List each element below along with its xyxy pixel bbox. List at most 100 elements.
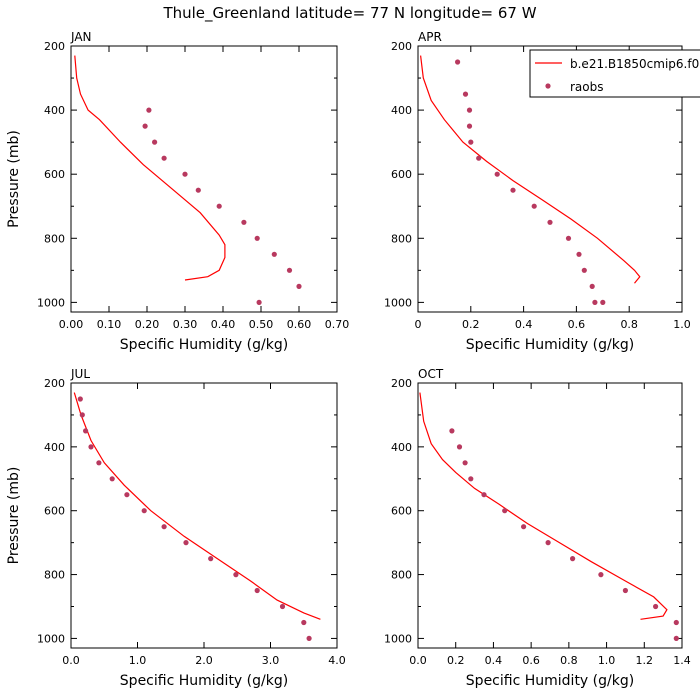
x-axis-label: Specific Humidity (g/kg): [120, 337, 288, 353]
x-tick-label: 0.00: [59, 318, 84, 331]
raobs-point: [208, 556, 214, 562]
raobs-point: [141, 508, 147, 514]
x-tick-label: 0: [415, 318, 422, 331]
x-tick-label: 0.6: [522, 654, 540, 667]
raobs-point: [600, 299, 606, 305]
y-tick-label: 400: [391, 441, 412, 454]
raobs-point: [109, 476, 115, 482]
raobs-point: [83, 428, 89, 434]
y-tick-label: 1000: [384, 632, 412, 645]
raobs-point: [254, 587, 260, 594]
raobs-point: [161, 155, 167, 161]
raobs-point: [468, 476, 474, 482]
raobs-point: [96, 460, 102, 466]
x-tick-label: 0.20: [135, 318, 160, 331]
x-tick-label: 1.0: [598, 654, 616, 667]
raobs-point: [142, 123, 148, 129]
x-tick-label: 0.2: [447, 654, 465, 667]
x-tick-label: 3.0: [262, 654, 280, 667]
y-tick-label: 800: [44, 569, 65, 582]
raobs-point: [301, 619, 307, 626]
raobs-point: [531, 203, 537, 209]
y-tick-label: 600: [44, 505, 65, 518]
raobs-point: [494, 171, 500, 177]
plot-frame: [417, 45, 683, 313]
x-tick-label: 0.0: [62, 654, 80, 667]
panel-apr: APR 0 0.2 0.4 0.6 0.8 1.0 200 400 600 800 1000 Speci…: [384, 30, 691, 353]
panel-label: JAN: [70, 30, 92, 44]
raobs-point: [521, 524, 527, 530]
raobs-point: [589, 283, 595, 289]
panel-label: OCT: [418, 367, 444, 381]
legend-model-label: b.e21.B1850cmip6.f09: [570, 57, 700, 71]
x-tick-label: 0.0: [409, 654, 427, 667]
y-tick-label: 800: [391, 569, 412, 582]
raobs-point: [79, 412, 85, 418]
raobs-point: [468, 139, 474, 145]
y-tick-label: 400: [391, 104, 412, 117]
raobs-point: [456, 444, 463, 450]
figure-title: Thule_Greenland latitude= 77 N longitude…: [162, 4, 536, 23]
raobs-point: [254, 235, 260, 241]
raobs-point: [592, 299, 598, 305]
raobs-point: [195, 187, 201, 193]
raobs-point: [565, 235, 572, 241]
raobs-point: [124, 492, 130, 498]
y-tick-label: 400: [44, 441, 65, 454]
raobs-point: [545, 540, 551, 546]
plot-frame: [70, 382, 338, 649]
x-tick-label: 0.6: [568, 318, 586, 331]
legend-obs-label: raobs: [570, 80, 604, 94]
y-tick-label: 200: [44, 377, 65, 390]
raobs-point: [88, 444, 94, 450]
raobs-point: [598, 572, 604, 578]
raobs-point: [576, 251, 582, 257]
model-line: [419, 392, 668, 620]
raobs-point: [279, 603, 286, 610]
raobs-point: [296, 283, 302, 289]
panel-oct: OCT 0.0 0.2 0.4 0.6 0.8 1.0 1.2 1.4 200 400 600 800 1…: [384, 367, 691, 689]
raobs-point: [286, 267, 293, 273]
plot-frame: [417, 382, 683, 649]
raobs-point: [306, 635, 312, 642]
raobs-point: [77, 396, 83, 402]
x-tick-label: 0.70: [325, 318, 350, 331]
raobs-point: [570, 556, 576, 562]
y-tick-label: 600: [44, 168, 65, 181]
legend-box: [529, 49, 700, 98]
panel-jan: JAN 0.00 0.10 0.20 0.30 0.40 0.50 0.60 0.70 200 40…: [6, 30, 349, 353]
x-tick-label: 0.8: [560, 654, 578, 667]
x-tick-label: 4.0: [328, 654, 346, 667]
x-tick-label: 0.60: [287, 318, 312, 331]
raobs-point: [462, 91, 469, 97]
x-tick-label: 2.0: [195, 654, 213, 667]
model-line: [74, 55, 226, 281]
plot-frame: [70, 45, 338, 313]
raobs-point: [481, 492, 487, 498]
raobs-point: [152, 139, 158, 145]
raobs-point: [673, 635, 679, 642]
raobs-point: [241, 219, 247, 225]
panel-label: JUL: [70, 367, 90, 381]
y-tick-label: 400: [44, 104, 65, 117]
raobs-point: [455, 59, 461, 65]
panel-label: APR: [418, 30, 442, 44]
raobs-point: [256, 299, 262, 305]
x-tick-label: 1.0: [129, 654, 147, 667]
y-tick-label: 1000: [37, 296, 65, 309]
raobs-point: [271, 251, 277, 257]
x-tick-label: 0.4: [485, 654, 503, 667]
x-tick-label: 0.4: [515, 318, 533, 331]
x-tick-label: 0.50: [249, 318, 274, 331]
y-tick-label: 200: [391, 40, 412, 53]
legend-obs-swatch: [545, 83, 551, 89]
raobs-point: [622, 587, 629, 594]
raobs-point: [216, 203, 222, 209]
y-tick-label: 1000: [384, 296, 412, 309]
y-axis-label: Pressure (mb): [6, 467, 22, 565]
raobs-point: [161, 524, 167, 530]
panel-jul: JUL 0.0 1.0 2.0 3.0 4.0 200 400 600 800 1000 Specif…: [6, 367, 346, 689]
raobs-point: [653, 603, 659, 610]
